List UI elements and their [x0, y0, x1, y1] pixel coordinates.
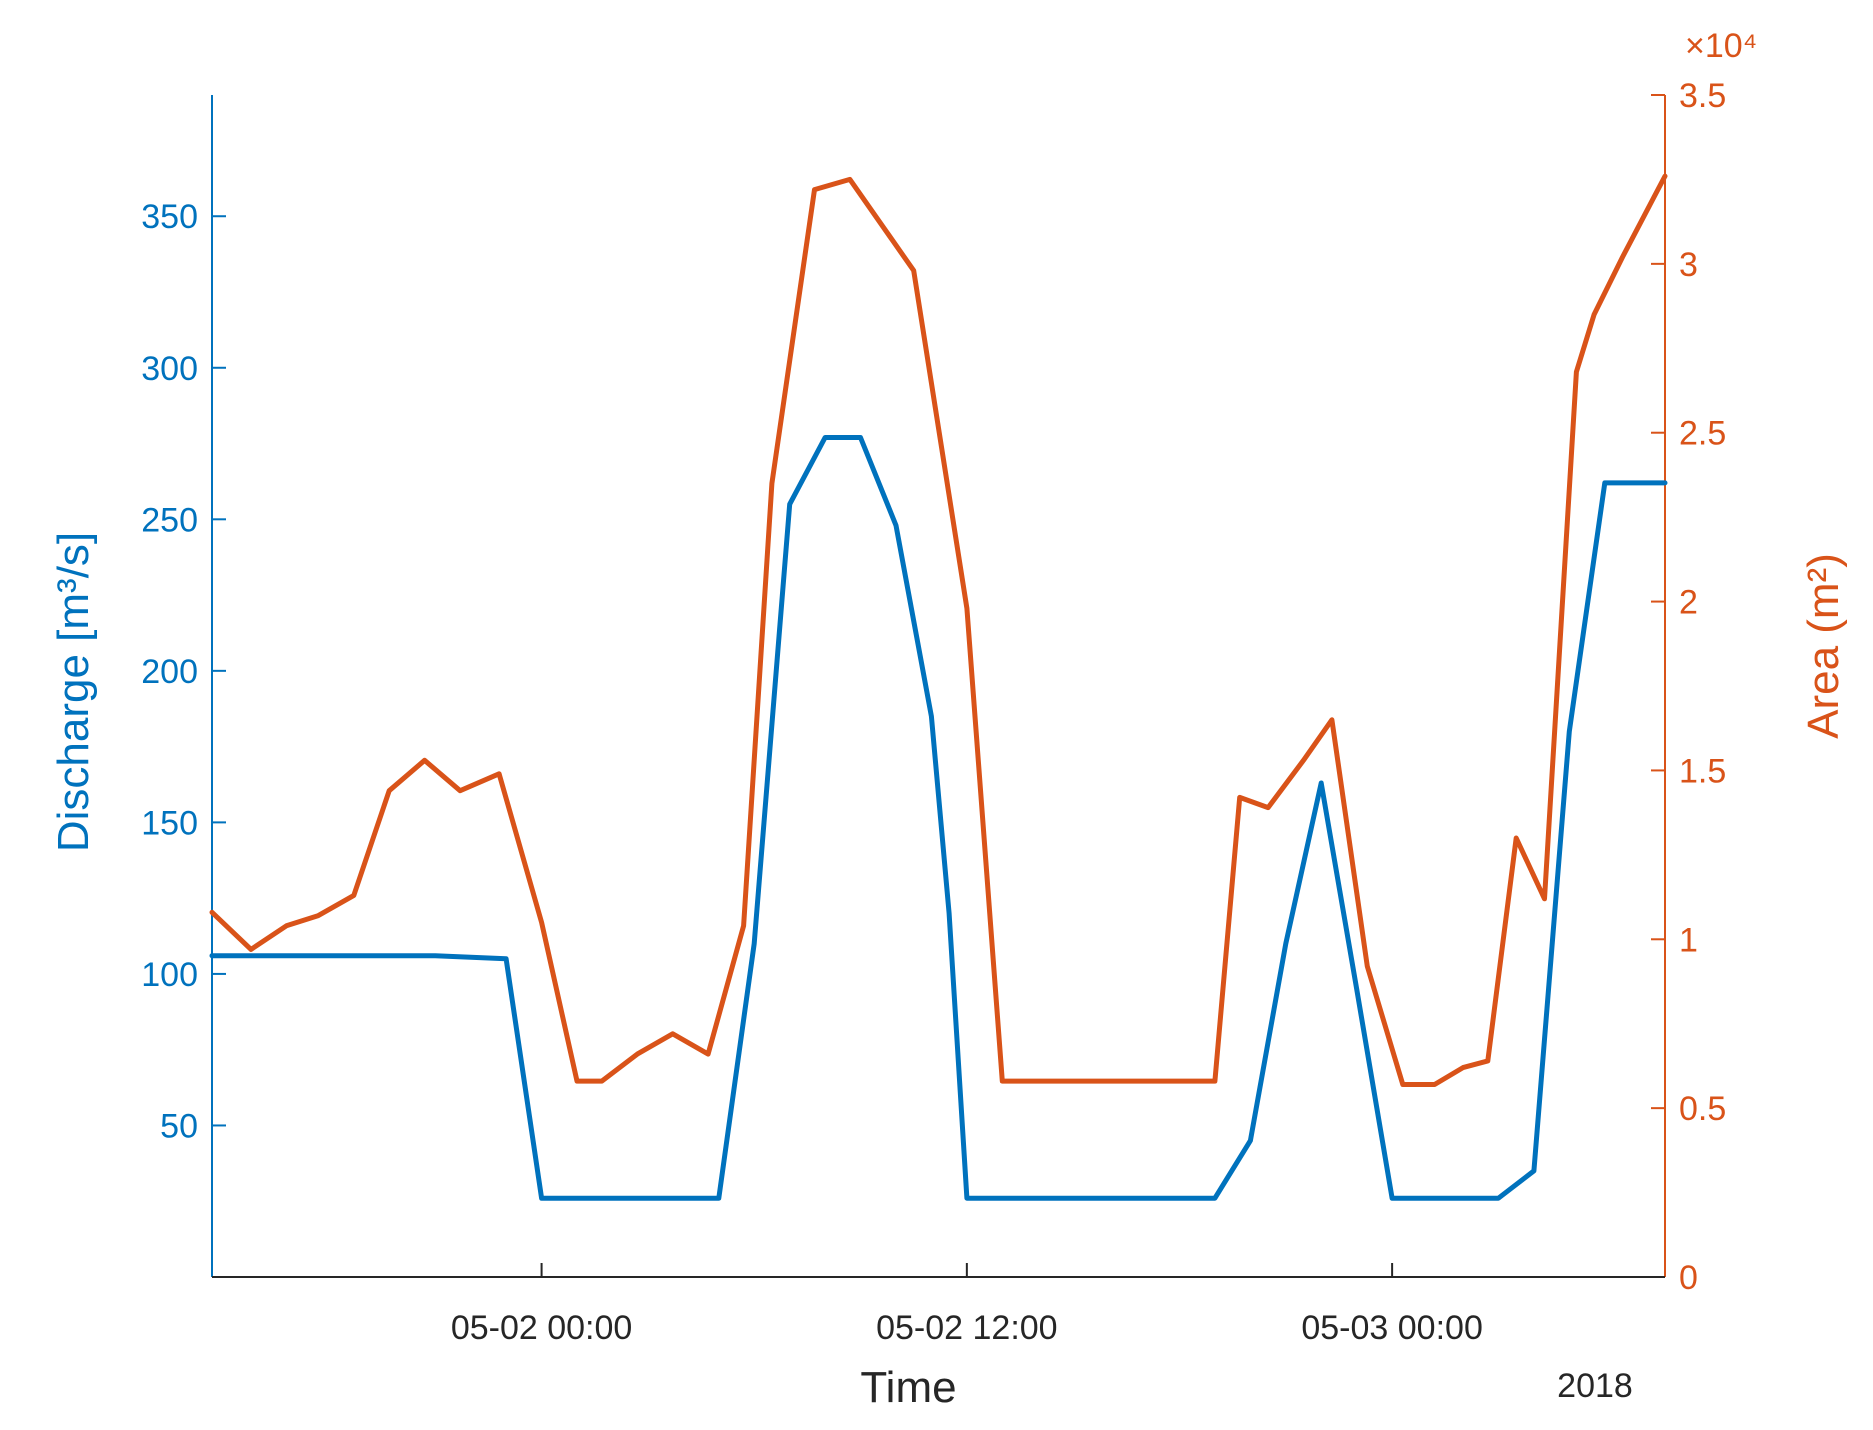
- right-y-tick-label: 2: [1679, 584, 1698, 622]
- x-axis-label: Time: [860, 1363, 956, 1412]
- left-y-tick-label: 150: [141, 804, 198, 842]
- right-y-axis-label: Area (m²): [1799, 553, 1848, 739]
- x-axis-year-label: 2018: [1557, 1367, 1633, 1405]
- right-y-tick-label: 2.5: [1679, 415, 1726, 453]
- left-y-axis: 50 100 150 200 250 300 350: [141, 95, 226, 1277]
- discharge-series-line: [209, 435, 1668, 1201]
- x-tick-label: 05-02 12:00: [876, 1309, 1058, 1347]
- series-layer: [209, 173, 1668, 1201]
- right-y-tick-label: 3: [1679, 246, 1698, 284]
- left-y-tick-label: 350: [141, 198, 198, 236]
- right-y-tick-label: 1.5: [1679, 752, 1726, 790]
- right-y-tick-label: 0.5: [1679, 1090, 1726, 1128]
- right-y-tick-label: 1: [1679, 921, 1698, 959]
- right-y-tick-label: 0: [1679, 1259, 1698, 1297]
- right-y-axis: 0 0.5 1 1.5 2 2.5 3 3.5: [1651, 77, 1726, 1297]
- right-y-tick-label: 3.5: [1679, 77, 1726, 115]
- left-y-tick-label: 200: [141, 653, 198, 691]
- left-y-tick-label: 250: [141, 501, 198, 539]
- right-y-axis-exponent-label: ×10⁴: [1685, 27, 1757, 65]
- x-tick-label: 05-02 00:00: [451, 1309, 633, 1347]
- x-tick-label: 05-03 00:00: [1301, 1309, 1483, 1347]
- left-y-tick-label: 50: [160, 1107, 198, 1145]
- x-axis: 05-02 00:00 05-02 12:00 05-03 00:00: [212, 1263, 1665, 1347]
- left-y-axis-label: Discharge [m³/s]: [49, 532, 98, 852]
- left-y-tick-label: 100: [141, 956, 198, 994]
- left-y-tick-label: 300: [141, 350, 198, 388]
- area-series-line: [209, 173, 1668, 1087]
